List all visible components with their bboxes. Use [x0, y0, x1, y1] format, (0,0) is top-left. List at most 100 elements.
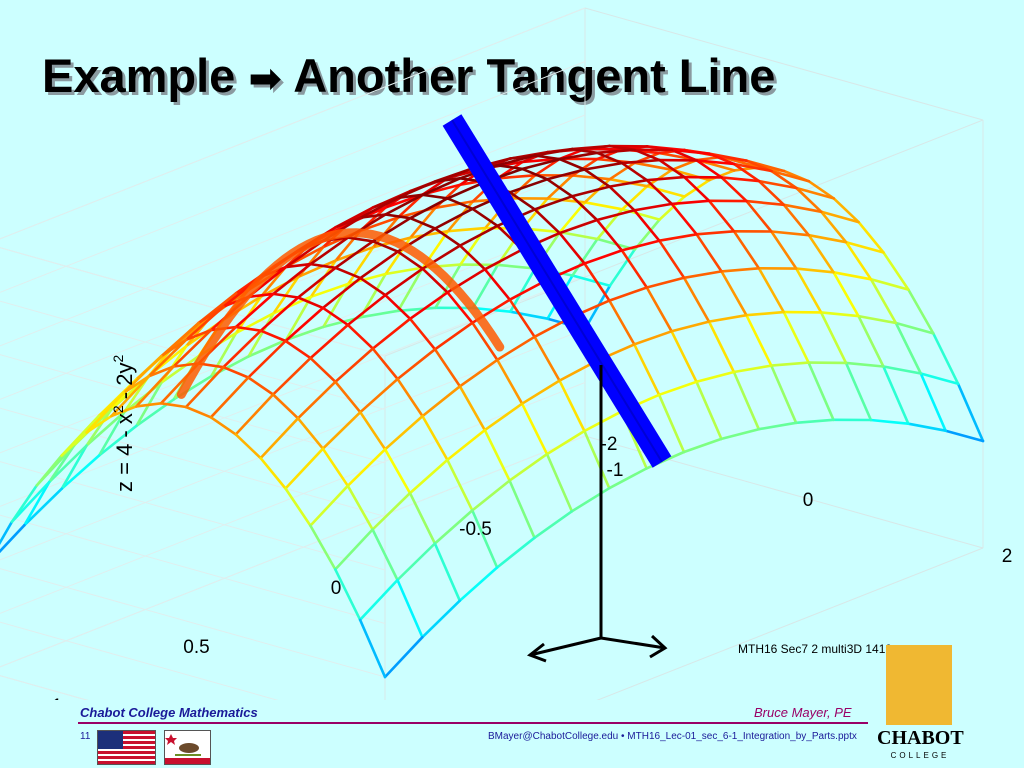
- mesh-segment: [184, 405, 213, 419]
- mesh-segment: [819, 210, 860, 224]
- surface-mesh: [0, 144, 985, 679]
- logo-text: CHABOT: [877, 727, 964, 749]
- mesh-segment: [571, 274, 612, 288]
- zlabel-sup2: 2: [110, 355, 126, 363]
- mesh-segment: [359, 216, 400, 232]
- mesh-segment: [907, 288, 935, 335]
- mesh-segment: [745, 310, 786, 317]
- z-gridline: [0, 221, 586, 571]
- mesh-segment: [446, 180, 487, 200]
- us-flag-icon: [97, 730, 156, 765]
- box-edge: [584, 7, 984, 121]
- mesh-segment: [670, 320, 711, 333]
- mesh-segment: [0, 520, 14, 546]
- mesh-segment: [570, 144, 611, 151]
- chabot-logo: CHABOT COLLEGE: [877, 645, 964, 763]
- mesh-segment: [832, 270, 873, 281]
- mesh-segment: [819, 311, 848, 365]
- mesh-segment: [545, 168, 586, 181]
- mesh-segment: [695, 233, 723, 273]
- mesh-segment: [446, 428, 487, 462]
- arrow-right-icon: ➡: [248, 56, 282, 102]
- mesh-segment: [632, 329, 673, 346]
- mesh-segment: [446, 291, 474, 325]
- mesh-segment: [633, 148, 661, 162]
- mesh-segment: [247, 376, 275, 396]
- mesh-segment: [309, 524, 337, 571]
- mesh-segment: [583, 161, 624, 171]
- mesh-segment: [620, 158, 661, 165]
- mesh-segment: [359, 309, 400, 319]
- mesh-segment: [770, 169, 798, 190]
- z-gridline: [0, 114, 586, 464]
- mesh-segment: [408, 458, 449, 495]
- mesh-segment: [633, 209, 661, 242]
- mesh-segment: [396, 347, 437, 381]
- mesh-segment: [857, 314, 885, 368]
- mesh-segment: [383, 267, 424, 297]
- mesh-segment: [433, 347, 462, 388]
- logo-subtext: COLLEGE: [890, 751, 950, 760]
- mesh-segment: [533, 509, 574, 540]
- mesh-segment: [495, 358, 524, 406]
- x-tick-label: 2: [1002, 546, 1013, 567]
- mesh-segment: [234, 393, 275, 436]
- mesh-segment: [297, 259, 338, 279]
- mesh-segment: [508, 452, 549, 482]
- mesh-segment: [371, 528, 399, 582]
- mesh-segment: [421, 384, 462, 418]
- mesh-segment: [259, 456, 287, 490]
- mesh-segment: [384, 266, 425, 276]
- mesh-segment: [210, 331, 238, 378]
- mesh-segment: [558, 157, 586, 171]
- mesh-segment: [359, 250, 400, 280]
- mesh-segment: [471, 321, 499, 362]
- mesh-segment: [309, 236, 350, 266]
- mesh-segment: [670, 148, 711, 155]
- mesh-segment: [408, 197, 449, 220]
- mesh-segment: [558, 230, 599, 241]
- mesh-segment: [495, 536, 536, 569]
- mesh-segment: [794, 418, 835, 425]
- mesh-segment: [570, 185, 611, 198]
- california-flag-icon: [164, 730, 211, 765]
- mesh-segment: [433, 167, 474, 183]
- mesh-segment: [819, 311, 860, 318]
- mesh-segment: [471, 207, 499, 228]
- mesh-segment: [135, 401, 163, 408]
- mesh-segment: [720, 266, 761, 273]
- mesh-segment: [571, 237, 599, 277]
- mesh-segment: [782, 203, 823, 214]
- mesh-segment: [284, 447, 325, 490]
- mesh-segment: [570, 486, 611, 513]
- mesh-segment: [508, 191, 537, 211]
- mesh-segment: [97, 411, 126, 457]
- mesh-segment: [234, 292, 275, 329]
- mesh-segment: [807, 233, 835, 274]
- mesh-segment: [757, 179, 798, 190]
- mesh-segment: [284, 306, 325, 343]
- arrow-right-icon: [649, 634, 668, 659]
- mesh-segment: [85, 407, 113, 447]
- mesh-segment: [284, 487, 312, 527]
- mesh-segment: [47, 444, 88, 484]
- mesh-segment: [682, 270, 723, 280]
- mesh-segment: [60, 454, 101, 491]
- right-arrow-line: [600, 636, 666, 650]
- mesh-segment: [844, 240, 873, 281]
- mesh-segment: [10, 484, 39, 524]
- mesh-segment: [558, 218, 599, 235]
- mesh-segment: [334, 240, 375, 270]
- mesh-segment: [832, 270, 860, 318]
- mesh-segment: [520, 402, 549, 456]
- mesh-segment: [346, 447, 387, 488]
- mesh-segment: [633, 202, 674, 212]
- mesh-segment: [732, 162, 773, 173]
- y-tick-label: -1: [607, 460, 624, 481]
- mesh-segment: [508, 310, 549, 321]
- mesh-segment: [869, 277, 910, 291]
- mesh-segment: [383, 414, 424, 451]
- mesh-segment: [421, 267, 449, 294]
- mesh-segment: [844, 240, 885, 254]
- mesh-segment: [844, 361, 885, 368]
